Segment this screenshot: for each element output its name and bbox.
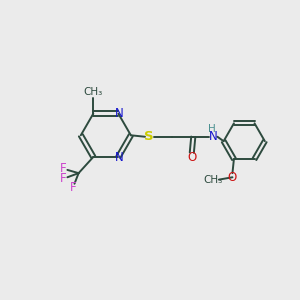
Text: N: N <box>115 106 123 119</box>
Text: F: F <box>60 172 67 185</box>
Text: S: S <box>144 130 154 143</box>
Text: N: N <box>115 151 123 164</box>
Text: O: O <box>187 151 196 164</box>
Text: N: N <box>209 130 218 143</box>
Text: H: H <box>208 124 216 134</box>
Text: F: F <box>60 162 67 175</box>
Text: CH₃: CH₃ <box>203 175 222 184</box>
Text: O: O <box>228 171 237 184</box>
Text: CH₃: CH₃ <box>84 86 103 97</box>
Text: F: F <box>70 181 76 194</box>
